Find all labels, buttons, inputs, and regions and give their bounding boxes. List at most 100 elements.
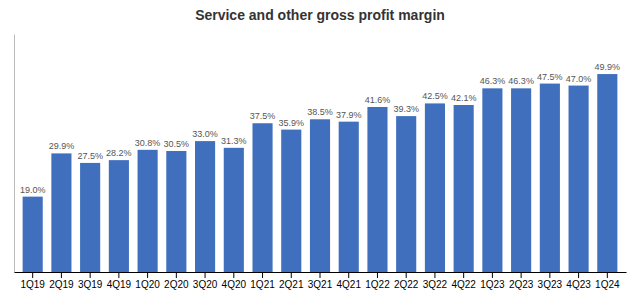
x-tick: 3Q22 xyxy=(423,272,448,290)
bar xyxy=(425,103,445,272)
x-tick-label: 1Q20 xyxy=(135,279,160,290)
x-tick-mark xyxy=(205,272,206,278)
x-tick-mark xyxy=(32,272,33,278)
x-tick: 4Q20 xyxy=(222,272,247,290)
bar xyxy=(224,148,244,272)
x-tick-label: 3Q22 xyxy=(423,279,448,290)
x-tick-label: 3Q23 xyxy=(538,279,563,290)
x-tick-label: 2Q22 xyxy=(394,279,419,290)
x-tick: 1Q24 xyxy=(595,272,620,290)
x-tick: 1Q22 xyxy=(365,272,390,290)
x-tick: 4Q22 xyxy=(451,272,476,290)
x-tick-mark xyxy=(61,272,62,278)
x-tick-mark xyxy=(549,272,550,278)
x-tick-mark xyxy=(90,272,91,278)
x-tick: 3Q23 xyxy=(538,272,563,290)
data-label: 42.5% xyxy=(422,91,448,101)
x-tick-mark xyxy=(434,272,435,278)
x-tick: 4Q19 xyxy=(107,272,132,290)
data-label: 27.5% xyxy=(77,151,103,161)
x-tick: 2Q22 xyxy=(394,272,419,290)
bar xyxy=(51,153,71,272)
x-tick-mark xyxy=(233,272,234,278)
x-tick-label: 1Q24 xyxy=(595,279,620,290)
x-tick-mark xyxy=(492,272,493,278)
bar xyxy=(482,88,502,272)
bar xyxy=(23,197,43,272)
x-tick: 2Q21 xyxy=(279,272,304,290)
bar xyxy=(396,116,416,272)
bar xyxy=(138,150,158,272)
chart: Service and other gross profit margin 1Q1… xyxy=(0,0,640,296)
data-label: 29.9% xyxy=(49,141,75,151)
x-tick-label: 1Q21 xyxy=(250,279,275,290)
x-tick: 1Q23 xyxy=(480,272,505,290)
y-axis-line xyxy=(14,35,15,273)
x-tick: 4Q21 xyxy=(336,272,361,290)
x-tick-label: 2Q21 xyxy=(279,279,304,290)
x-tick-label: 2Q20 xyxy=(164,279,189,290)
bar xyxy=(597,74,617,272)
y-axis xyxy=(14,35,15,273)
data-label: 47.5% xyxy=(537,72,563,82)
data-label: 28.2% xyxy=(106,148,132,158)
x-tick-mark xyxy=(406,272,407,278)
x-tick-mark xyxy=(607,272,608,278)
x-tick: 3Q19 xyxy=(78,272,103,290)
x-tick-label: 2Q23 xyxy=(509,279,534,290)
x-tick-label: 1Q19 xyxy=(20,279,45,290)
data-label: 37.9% xyxy=(336,110,362,120)
data-label: 46.3% xyxy=(480,76,506,86)
data-label: 39.3% xyxy=(393,104,419,114)
x-tick-mark xyxy=(521,272,522,278)
data-label: 30.8% xyxy=(135,138,161,148)
bar xyxy=(281,130,301,272)
x-tick-mark xyxy=(147,272,148,278)
x-tick-label: 2Q19 xyxy=(49,279,74,290)
x-tick-label: 1Q22 xyxy=(365,279,390,290)
data-labels: 19.0%29.9%27.5%28.2%30.8%30.5%33.0%31.3%… xyxy=(20,62,620,195)
x-tick: 2Q19 xyxy=(49,272,74,290)
bar xyxy=(540,84,560,272)
data-label: 49.9% xyxy=(595,62,621,72)
bar xyxy=(195,141,215,272)
x-tick-mark xyxy=(118,272,119,278)
bar xyxy=(109,160,129,272)
x-tick: 1Q19 xyxy=(20,272,45,290)
bars xyxy=(23,74,618,272)
x-tick-label: 4Q19 xyxy=(107,279,132,290)
data-label: 47.0% xyxy=(566,74,592,84)
bar xyxy=(569,86,589,272)
plot: 1Q192Q193Q194Q191Q202Q203Q204Q201Q212Q21… xyxy=(15,35,627,291)
x-tick-mark xyxy=(262,272,263,278)
data-label: 37.5% xyxy=(250,111,276,121)
bar xyxy=(339,122,359,272)
x-tick-mark xyxy=(377,272,378,278)
data-label: 46.3% xyxy=(508,76,534,86)
x-tick-mark xyxy=(348,272,349,278)
x-tick-label: 3Q19 xyxy=(78,279,103,290)
data-label: 31.3% xyxy=(221,136,247,146)
bar xyxy=(252,123,272,272)
x-tick-label: 4Q20 xyxy=(222,279,247,290)
x-tick-mark xyxy=(291,272,292,278)
x-tick: 1Q20 xyxy=(135,272,160,290)
data-label: 38.5% xyxy=(307,107,333,117)
x-tick: 4Q23 xyxy=(566,272,591,290)
title: Service and other gross profit margin xyxy=(195,7,445,23)
data-label: 41.6% xyxy=(365,95,391,105)
x-tick-mark xyxy=(176,272,177,278)
bar xyxy=(367,107,387,272)
data-label: 19.0% xyxy=(20,185,46,195)
data-label: 35.9% xyxy=(279,118,305,128)
bar xyxy=(166,151,186,272)
x-tick: 2Q23 xyxy=(509,272,534,290)
x-tick: 3Q21 xyxy=(308,272,333,290)
bar xyxy=(511,88,531,272)
x-tick-label: 3Q21 xyxy=(308,279,333,290)
data-label: 42.1% xyxy=(451,93,477,103)
x-tick-mark xyxy=(578,272,579,278)
x-tick-label: 4Q21 xyxy=(336,279,361,290)
data-label: 33.0% xyxy=(192,129,218,139)
x-tick-label: 4Q23 xyxy=(566,279,591,290)
